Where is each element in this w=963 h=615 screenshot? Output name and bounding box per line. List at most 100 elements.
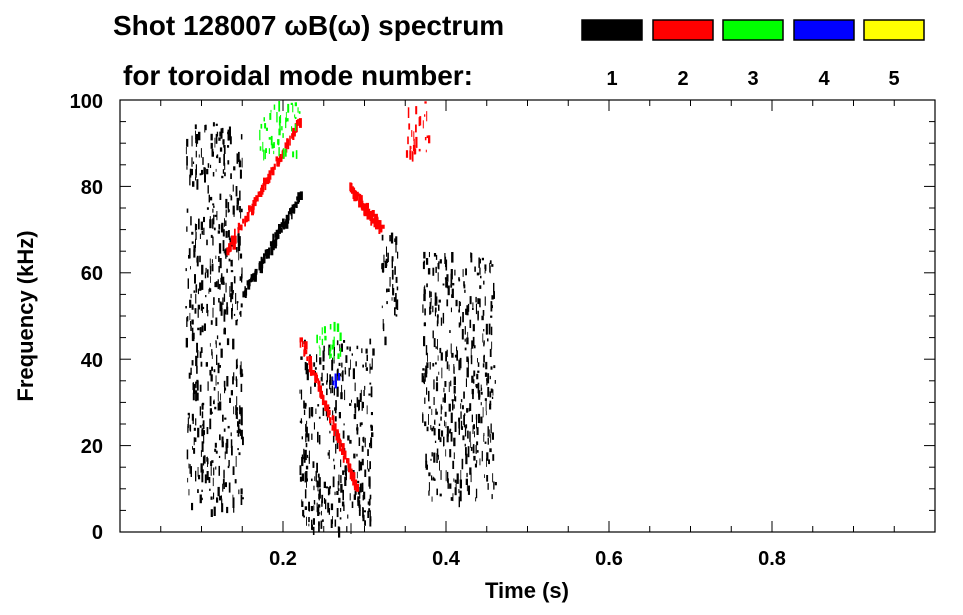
spectral-mark (195, 150, 197, 158)
spectral-mark (338, 376, 341, 381)
spectral-mark (435, 382, 439, 392)
spectral-mark (232, 338, 235, 350)
spectral-mark (238, 236, 241, 246)
spectral-mark (470, 442, 472, 448)
spectral-mark (451, 252, 454, 263)
spectral-mark (199, 406, 201, 416)
spectral-mark (389, 277, 391, 287)
spectral-mark (484, 296, 486, 306)
spectral-mark (220, 393, 221, 401)
spectral-mark (191, 241, 194, 244)
spectral-mark (351, 471, 353, 482)
spectral-mark (330, 519, 333, 528)
spectral-mark (188, 414, 190, 419)
spectral-mark (467, 446, 470, 458)
spectral-mark (192, 446, 193, 450)
spectral-mark (452, 493, 454, 502)
spectral-mark (444, 277, 447, 280)
spectral-mark (252, 273, 255, 281)
spectral-mark (493, 365, 496, 369)
spectral-mark (345, 355, 348, 363)
spectral-mark (207, 185, 209, 194)
spectral-mark (185, 337, 188, 348)
spectral-mark (216, 155, 217, 159)
spectral-mark (235, 378, 238, 387)
spectral-mark (445, 449, 447, 457)
spectral-mark (391, 269, 394, 280)
spectral-mark (422, 120, 424, 129)
spectral-mark (304, 506, 308, 510)
spectral-mark (318, 493, 320, 500)
spectral-mark (459, 479, 462, 489)
spectral-mark (209, 369, 212, 376)
spectral-mark (190, 266, 191, 270)
x-axis-label: Time (s) (485, 578, 569, 603)
spectral-mark (214, 406, 217, 410)
spectral-mark (264, 184, 267, 191)
spectral-mark (347, 458, 350, 468)
spectral-mark (393, 297, 396, 302)
spectral-mark (435, 266, 437, 273)
spectral-mark (236, 430, 239, 434)
spectral-mark (218, 137, 221, 141)
spectral-mark (199, 351, 202, 358)
spectral-mark (343, 340, 346, 343)
spectral-mark (218, 243, 222, 254)
spectral-mark (472, 324, 475, 332)
spectral-mark (204, 272, 207, 279)
spectral-mark (196, 342, 198, 353)
spectral-mark (200, 463, 203, 473)
spectral-mark (442, 397, 444, 403)
spectral-mark (418, 148, 421, 152)
spectral-mark (332, 376, 334, 380)
spectral-mark (446, 434, 449, 443)
spectral-mark (464, 443, 466, 447)
spectral-mark (197, 467, 199, 477)
spectral-mark (480, 275, 482, 279)
spectral-mark (477, 370, 480, 373)
spectral-mark (194, 124, 197, 130)
spectral-mark (448, 364, 450, 371)
spectral-mark (354, 403, 357, 414)
spectral-mark (383, 254, 385, 263)
spectral-mark (195, 418, 197, 426)
spectral-mark (326, 373, 328, 383)
spectral-mark (209, 287, 211, 290)
spectral-mark (434, 310, 436, 317)
spectral-mark (428, 390, 430, 402)
spectral-mark (207, 163, 210, 168)
spectral-mark (357, 480, 360, 484)
spectral-mark (250, 277, 252, 283)
spectral-mark (195, 355, 198, 367)
spectral-mark (381, 234, 384, 241)
spectral-mark (220, 495, 222, 499)
spectral-mark (232, 205, 235, 215)
spectral-mark (237, 227, 240, 233)
spectral-mark (303, 409, 306, 415)
spectral-mark (291, 126, 293, 132)
spectral-mark (422, 414, 424, 423)
spectral-mark (369, 382, 372, 385)
spectral-mark (433, 253, 437, 257)
spectral-mark (450, 412, 453, 423)
spectral-mark (386, 301, 388, 305)
spectral-mark (489, 448, 492, 453)
spectral-mark (487, 387, 490, 397)
spectral-mark (199, 255, 201, 263)
spectral-mark (240, 383, 243, 392)
spectral-mark (268, 137, 271, 140)
spectral-mark (364, 469, 367, 477)
spectral-mark (221, 127, 224, 134)
spectral-mark (362, 401, 364, 409)
spectral-mark (459, 490, 462, 502)
spectral-mark (239, 405, 241, 415)
spectral-mark (494, 482, 497, 486)
spectral-mark (327, 413, 330, 418)
spectral-mark (492, 473, 494, 483)
spectral-mark (224, 327, 226, 335)
spectral-mark (208, 477, 211, 483)
spectral-mark (450, 343, 452, 354)
spectral-mark (489, 260, 492, 264)
spectral-mark (195, 381, 197, 388)
